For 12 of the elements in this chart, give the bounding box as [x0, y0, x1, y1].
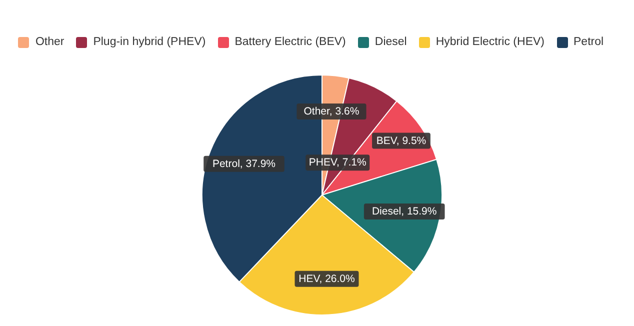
data-label: PHEV, 7.1% — [308, 156, 366, 169]
legend-label: Petrol — [574, 36, 604, 48]
data-label: BEV, 9.5% — [376, 134, 426, 147]
legend-label: Hybrid Electric (HEV) — [436, 36, 544, 48]
legend-label: Plug-in hybrid (PHEV) — [93, 36, 206, 48]
data-label: Petrol, 37.9% — [212, 158, 276, 170]
legend-label: Diesel — [374, 36, 407, 48]
legend-label: Battery Electric (BEV) — [234, 36, 346, 48]
legend-label: Other — [35, 36, 64, 48]
data-label: HEV, 26.0% — [298, 272, 355, 285]
data-label: Other, 3.6% — [304, 106, 360, 118]
data-label: Diesel, 15.9% — [372, 206, 437, 218]
